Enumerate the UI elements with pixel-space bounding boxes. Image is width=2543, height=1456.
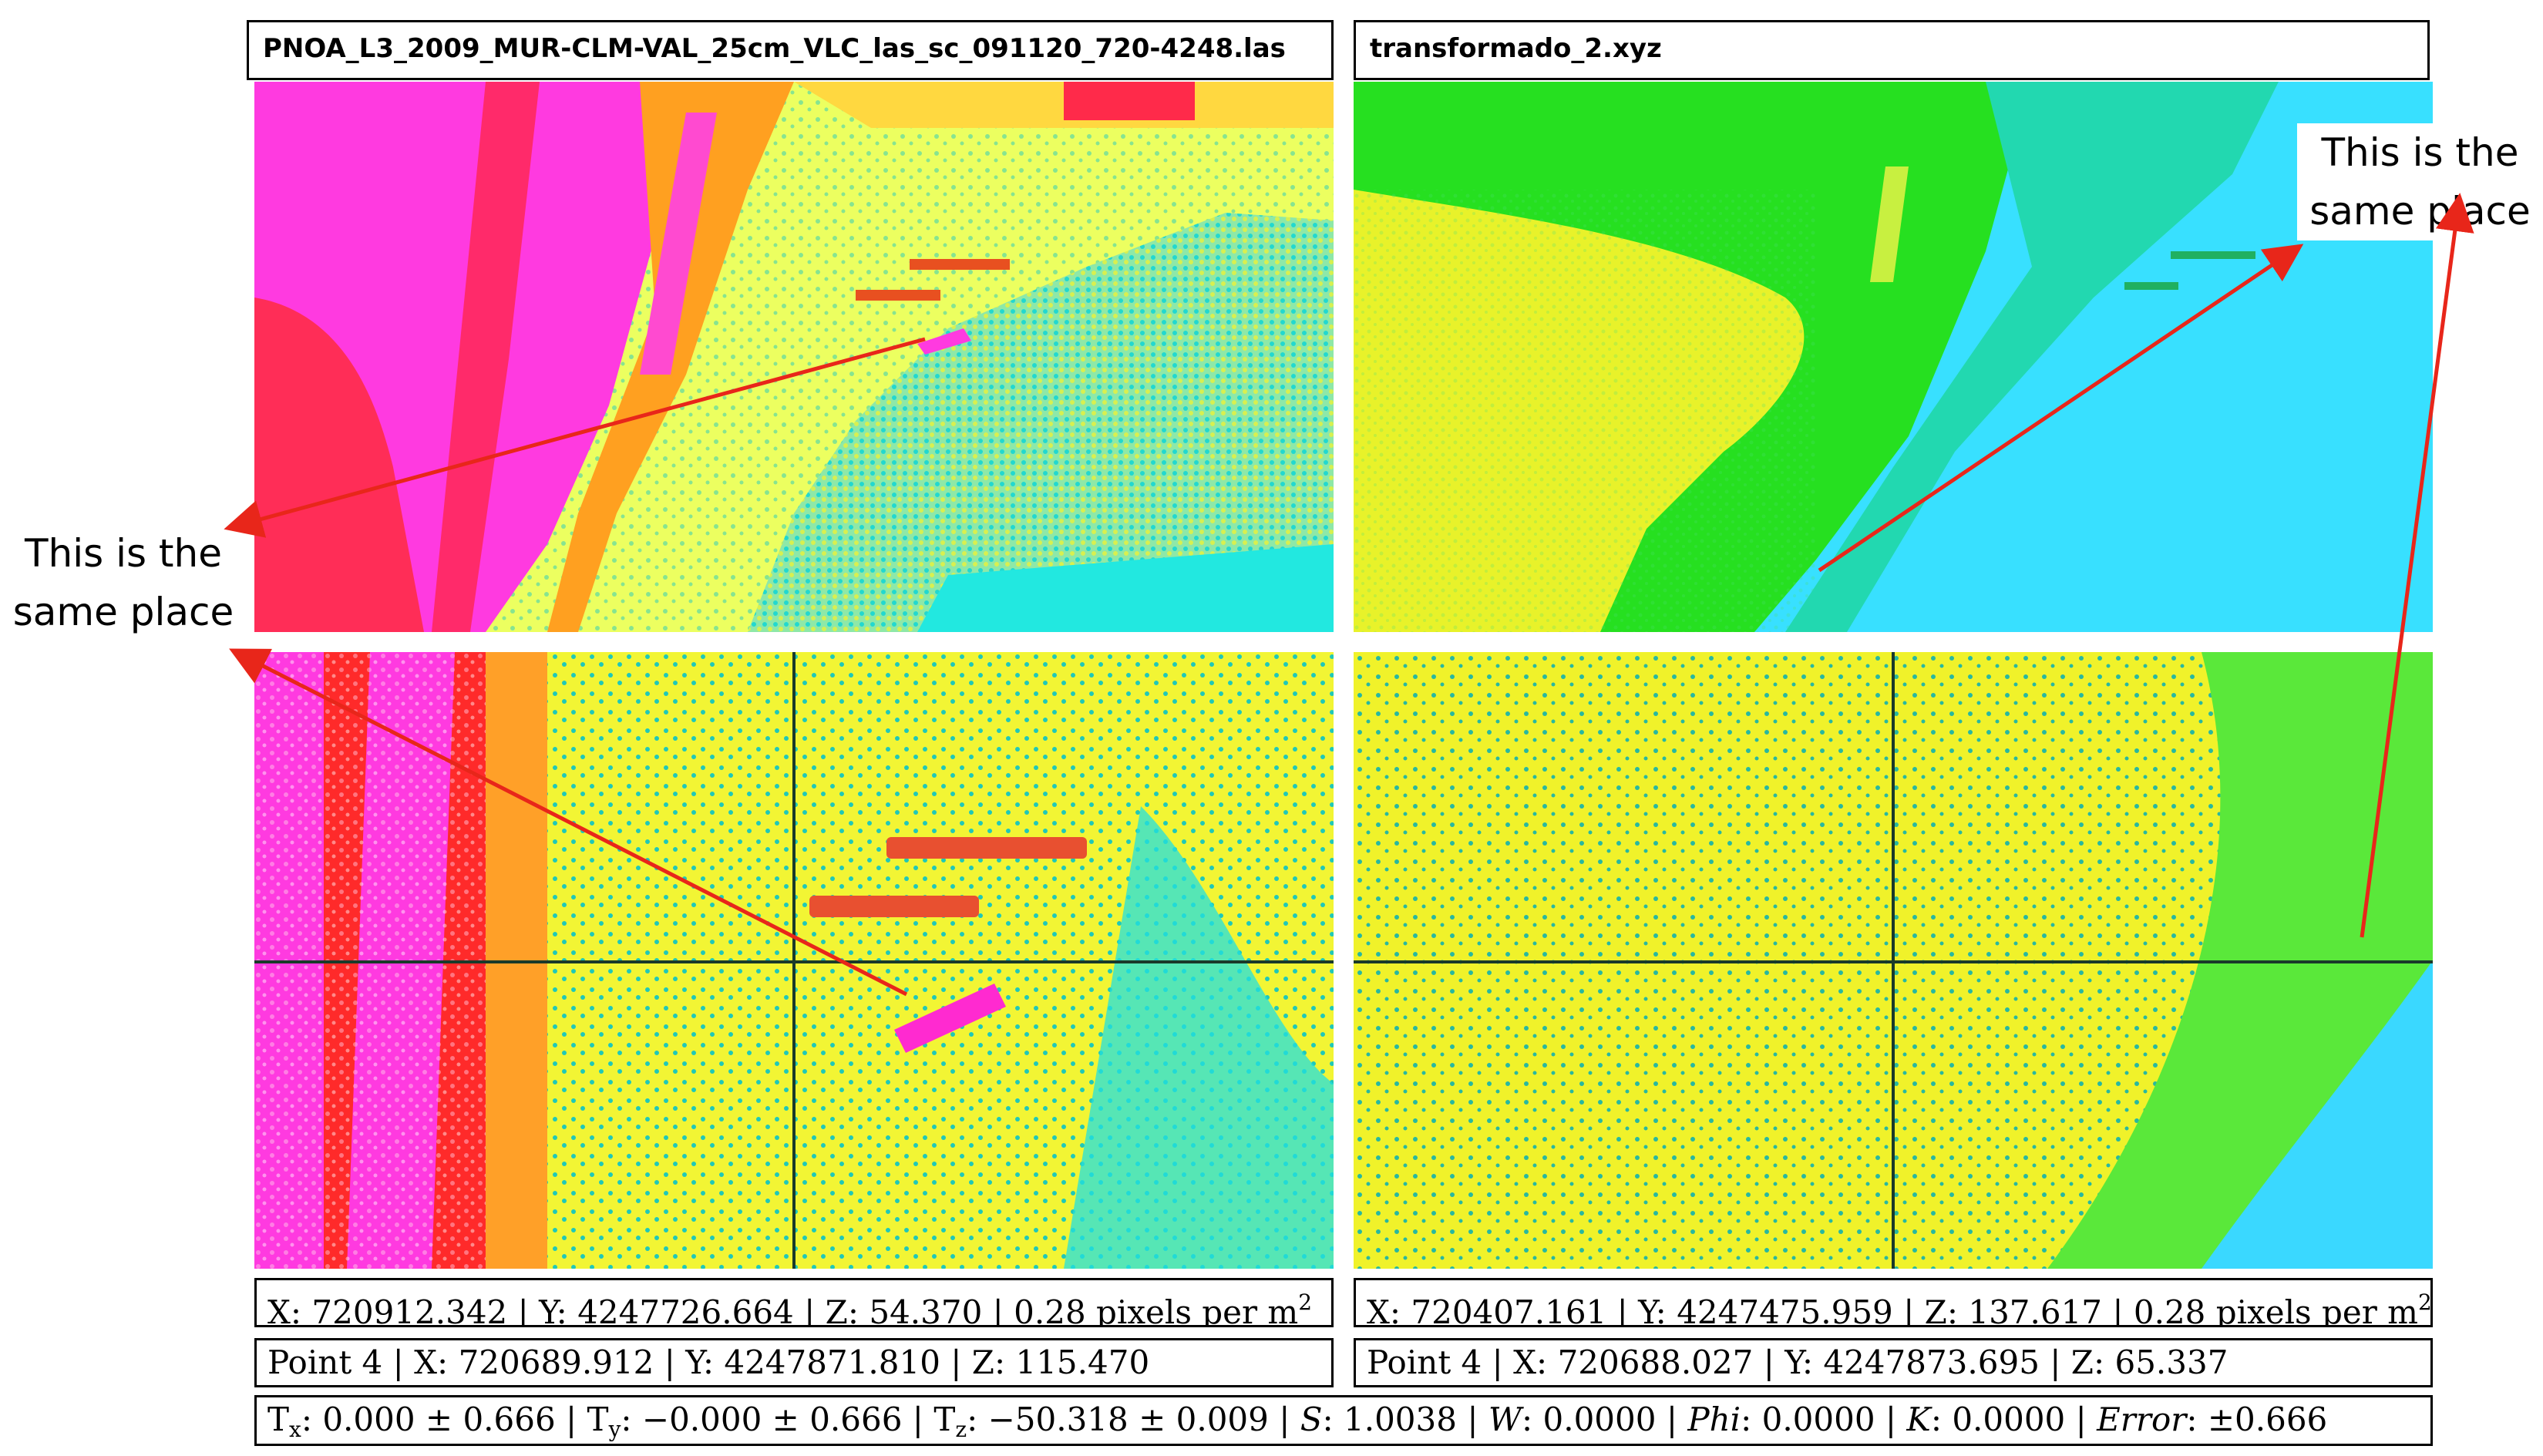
tz-value: : −50.318 ± 0.009 xyxy=(967,1401,1269,1438)
tx-label: T xyxy=(267,1401,290,1438)
k-label: K xyxy=(1906,1401,1931,1438)
left-callout-line1: This is the xyxy=(25,531,222,576)
tz-label: T xyxy=(933,1401,956,1438)
s-label: S xyxy=(1300,1401,1323,1438)
left-point-x-label: X: xyxy=(414,1343,449,1381)
left-zoom-view[interactable] xyxy=(254,652,1334,1269)
transform-parameters: Tx: 0.000 ± 0.666 | Ty: −0.000 ± 0.666 |… xyxy=(254,1395,2433,1446)
left-callout-label: This is the same place xyxy=(0,524,247,641)
right-callout-line1: This is the xyxy=(2321,130,2519,175)
left-cursor-density: 0.28 pixels per m xyxy=(1014,1293,1299,1327)
phi-value: : 0.0000 xyxy=(1741,1401,1875,1438)
phi-label: Phi xyxy=(1687,1401,1741,1438)
left-cursor-z-label: Z: xyxy=(825,1293,859,1327)
ty-sub: y xyxy=(608,1417,621,1442)
right-overview-view[interactable] xyxy=(1354,82,2433,632)
right-callout-label: This is the same place xyxy=(2297,123,2543,240)
left-point-readout: Point 4 | X: 720689.912 | Y: 4247871.810… xyxy=(254,1338,1334,1387)
right-zoom-view[interactable] xyxy=(1354,652,2433,1269)
s-value: : 1.0038 xyxy=(1322,1401,1457,1438)
left-point-z: 115.470 xyxy=(1015,1343,1150,1381)
right-file-title: transformado_2.xyz xyxy=(1354,20,2430,80)
right-point-name: Point 4 xyxy=(1367,1343,1482,1381)
right-cursor-z-label: Z: xyxy=(1924,1293,1958,1327)
right-cursor-x: 720407.161 xyxy=(1411,1293,1607,1327)
tx-sub: x xyxy=(289,1417,301,1442)
right-point-x-label: X: xyxy=(1513,1343,1548,1381)
error-value: : ±0.666 xyxy=(2186,1401,2328,1438)
left-cursor-density-exp: 2 xyxy=(1298,1290,1313,1315)
right-point-z: 65.337 xyxy=(2114,1343,2228,1381)
left-point-name: Point 4 xyxy=(267,1343,383,1381)
left-cursor-x-label: X: xyxy=(267,1293,302,1327)
right-cursor-z: 137.617 xyxy=(1968,1293,2103,1327)
right-point-readout: Point 4 | X: 720688.027 | Y: 4247873.695… xyxy=(1354,1338,2433,1387)
right-point-y-label: Y: xyxy=(1784,1343,1813,1381)
left-cursor-readout: X: 720912.342 | Y: 4247726.664 | Z: 54.3… xyxy=(254,1278,1334,1327)
left-point-y: 4247871.810 xyxy=(724,1343,940,1381)
right-point-z-label: Z: xyxy=(2070,1343,2105,1381)
tz-sub: z xyxy=(955,1417,967,1442)
right-cursor-density-exp: 2 xyxy=(2417,1290,2432,1315)
k-value: : 0.0000 xyxy=(1930,1401,2066,1438)
right-callout-line2: same place xyxy=(2309,189,2531,234)
left-cursor-y-label: Y: xyxy=(539,1293,567,1327)
left-point-y-label: Y: xyxy=(685,1343,714,1381)
left-file-title: PNOA_L3_2009_MUR-CLM-VAL_25cm_VLC_las_sc… xyxy=(247,20,1334,80)
left-overview-view[interactable] xyxy=(254,82,1334,632)
left-point-z-label: Z: xyxy=(971,1343,1006,1381)
ty-value: : −0.000 ± 0.666 xyxy=(621,1401,903,1438)
right-cursor-readout: X: 720407.161 | Y: 4247475.959 | Z: 137.… xyxy=(1354,1278,2433,1327)
left-cursor-x: 720912.342 xyxy=(311,1293,508,1327)
right-cursor-x-label: X: xyxy=(1367,1293,1401,1327)
left-cursor-y: 4247726.664 xyxy=(577,1293,794,1327)
right-point-x: 720688.027 xyxy=(1557,1343,1754,1381)
tx-value: : 0.000 ± 0.666 xyxy=(301,1401,556,1438)
left-point-x: 720689.912 xyxy=(458,1343,654,1381)
right-cursor-y-label: Y: xyxy=(1638,1293,1667,1327)
w-label: W xyxy=(1488,1401,1522,1438)
right-cursor-density: 0.28 pixels per m xyxy=(2133,1293,2418,1327)
ty-label: T xyxy=(587,1401,609,1438)
right-cursor-y: 4247475.959 xyxy=(1677,1293,1893,1327)
w-value: : 0.0000 xyxy=(1522,1401,1657,1438)
right-point-y: 4247873.695 xyxy=(1823,1343,2040,1381)
left-cursor-z: 54.370 xyxy=(869,1293,983,1327)
error-label: Error xyxy=(2097,1401,2187,1438)
left-callout-line2: same place xyxy=(12,590,234,634)
